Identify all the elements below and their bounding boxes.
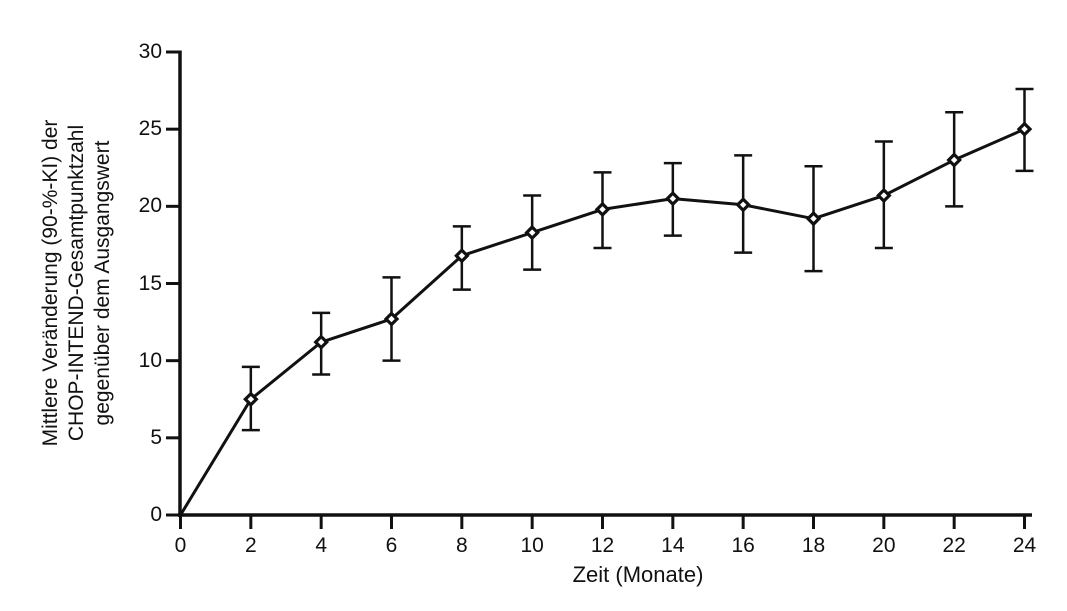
data-point-marker (454, 247, 470, 264)
x-axis-label: Zeit (Monate) (572, 562, 704, 587)
y-tick-label: 0 (150, 503, 162, 526)
data-point-marker (313, 334, 329, 350)
data-point-marker (946, 152, 962, 168)
x-tick-label: 2 (244, 534, 257, 557)
y-tick-label: 30 (138, 40, 162, 63)
x-tick-label: 24 (1012, 534, 1037, 557)
x-tick-label: 22 (942, 534, 966, 557)
data-point-marker (243, 391, 259, 408)
data-point-marker (1016, 121, 1033, 137)
y-tick-label: 20 (138, 194, 162, 218)
y-tick-label: 5 (150, 425, 162, 449)
data-point-marker (524, 224, 540, 241)
data-point-marker (876, 187, 892, 204)
data-point-marker (594, 201, 611, 218)
x-tick-label: 20 (872, 534, 896, 557)
x-tick-label: 12 (590, 534, 615, 557)
x-tick-label: 10 (520, 534, 544, 557)
x-tick-label: 4 (315, 534, 327, 557)
data-point-marker (383, 311, 400, 327)
y-tick-label: 25 (138, 117, 162, 141)
y-tick-label: 15 (138, 271, 162, 295)
x-tick-label: 8 (455, 534, 468, 557)
y-tick-label: 10 (138, 348, 162, 372)
data-point-marker (805, 210, 822, 227)
data-point-marker (665, 190, 681, 207)
x-tick-label: 6 (385, 534, 398, 557)
x-tick-label: 16 (731, 534, 755, 557)
x-tick-label: 14 (661, 534, 685, 557)
data-point-marker (735, 197, 751, 213)
x-tick-label: 18 (801, 534, 826, 557)
x-tick-label: 0 (174, 534, 187, 557)
